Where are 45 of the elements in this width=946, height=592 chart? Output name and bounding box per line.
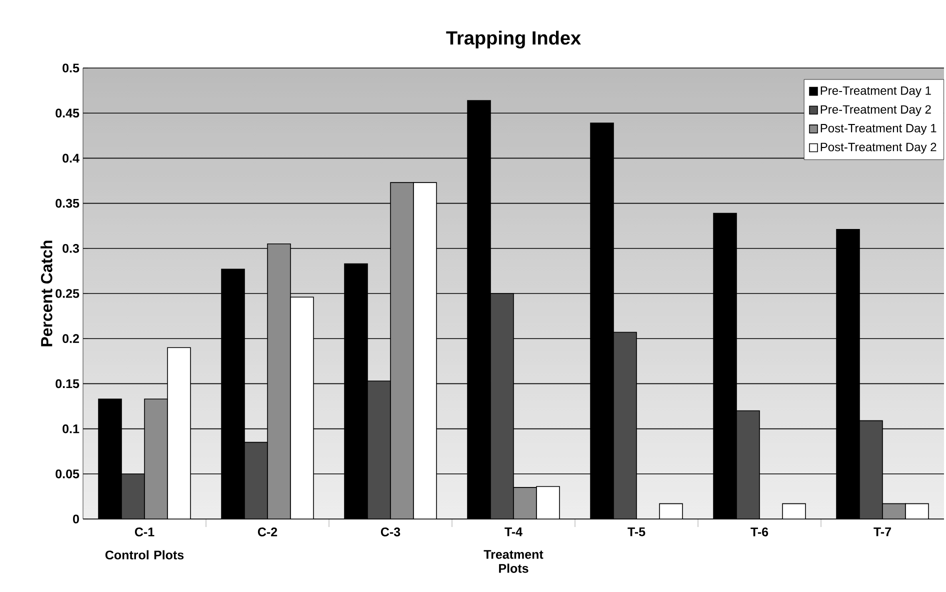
bar [290,296,314,519]
bar [244,442,268,519]
x-tick-label: T-5 [628,528,646,536]
y-axis-title: Percent Catch [40,240,52,346]
x-tick-label: C-2 [258,528,278,536]
y-tick-label: 0.35 [56,198,80,208]
bar [905,503,929,519]
legend-label: Pre-Treatment Day 2 [820,105,931,116]
y-tick-label: 0.15 [56,379,80,388]
bar [121,474,145,519]
y-tick-label: 0.1 [62,424,80,434]
bar [736,410,760,519]
x-tick-label: C-1 [134,528,154,536]
x-tick-label: T-4 [504,528,522,536]
bar [390,182,414,519]
y-tick-label: 0.25 [56,289,80,298]
bar [513,487,537,519]
y-tick-label: 0.4 [62,154,80,163]
text: Treatment Plots [484,550,544,573]
x-tick-label: T-6 [750,528,768,536]
bar [613,332,637,519]
bar [659,503,683,519]
y-tick-label: 0.3 [62,244,80,253]
x-tick-label: T-7 [874,528,891,536]
bar [167,347,191,519]
bar [490,293,514,519]
chart-title: Trapping Index [446,30,581,48]
y-tick-label: 0.5 [62,64,80,72]
text: Control Plots [105,550,184,560]
bar [267,243,291,519]
bar [859,420,883,519]
bar [413,182,437,519]
bar [782,503,806,519]
y-tick-label: 0.45 [56,108,80,118]
y-tick-label: 0 [73,514,79,524]
bar [144,398,168,519]
x-tick-label: C-3 [380,528,400,536]
y-tick-label: 0.2 [62,334,79,344]
legend-label: Post-Treatment Day 1 [820,124,936,135]
legend-label: Pre-Treatment Day 1 [820,86,931,98]
bar [536,486,560,519]
bar [367,380,391,519]
y-tick-label: 0.05 [56,469,80,478]
legend-label: Post-Treatment Day 2 [820,142,936,154]
bar [882,503,906,519]
